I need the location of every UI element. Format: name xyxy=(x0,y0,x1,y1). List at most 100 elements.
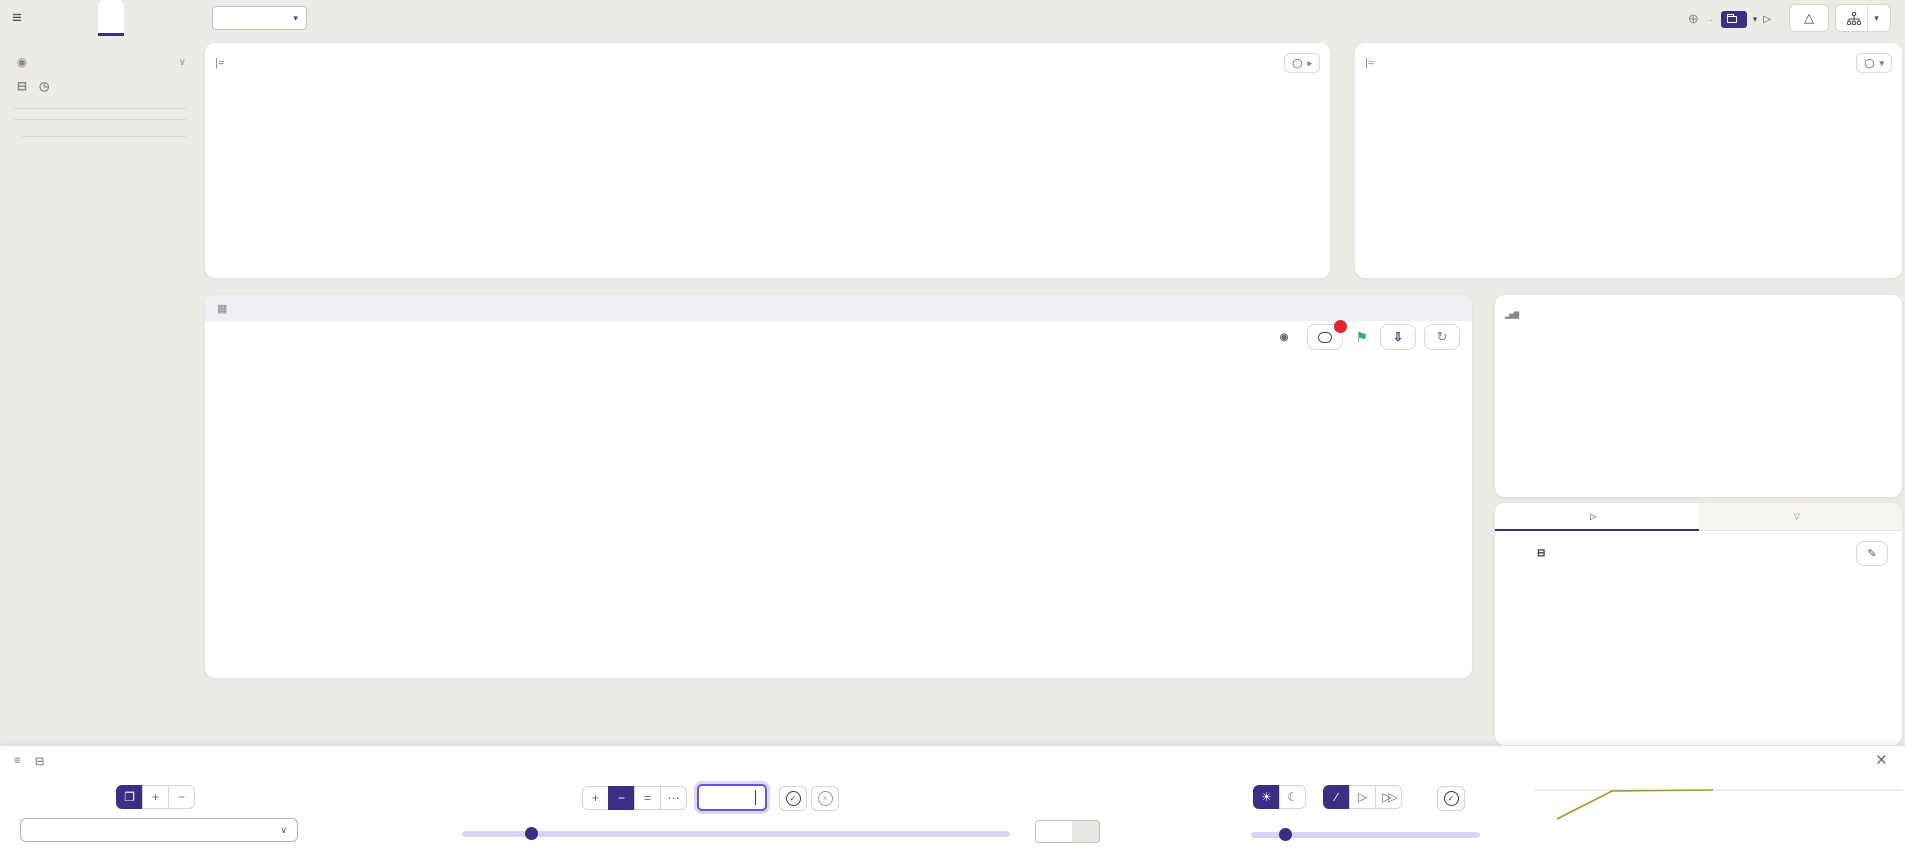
increase-button[interactable]: + xyxy=(142,785,169,809)
refresh-button[interactable]: ↻ xyxy=(1424,324,1460,350)
edit-history-button[interactable]: ✎ xyxy=(1856,541,1888,566)
yoy-chart-options-button[interactable]: ◯ ▾ xyxy=(1856,53,1892,73)
download-icon: ⇩ xyxy=(1393,330,1403,344)
line-chart-icon: |≈ xyxy=(1365,57,1374,69)
draw-playback-group: ∕ ▷ ▷▷ xyxy=(1323,785,1402,809)
sliders-icon: ≡ xyxy=(14,755,21,767)
override-value-input[interactable] xyxy=(699,786,765,809)
app-root: ≡ ▾ ⊕ → ▾ ▷ △ ▾ xyxy=(0,0,1905,852)
views-counter: ◉ xyxy=(1280,332,1294,343)
flag-icon[interactable]: ⚑ xyxy=(1355,329,1368,346)
yoy-chart-card: |≈ ◯ ▾ xyxy=(1355,43,1902,278)
adjustment-bar: ≡ ⊟ × ❐ + − ∨ + − = ⋯ ✓ × xyxy=(0,745,1905,852)
percent-slider[interactable] xyxy=(462,831,1010,837)
chevron-down-icon: ∨ xyxy=(179,57,186,68)
location-badge[interactable] xyxy=(1721,11,1747,28)
copy-button[interactable]: ❐ xyxy=(116,785,143,809)
add-operation-button[interactable]: + xyxy=(582,786,609,810)
play-icon: ▷ xyxy=(1358,790,1367,804)
yoy-chart[interactable] xyxy=(1365,75,1892,268)
comments-button[interactable] xyxy=(1307,324,1343,350)
history-date-range: ⊟ xyxy=(1537,548,1551,559)
percent-value-box[interactable] xyxy=(1035,820,1073,843)
play-button[interactable]: ▷ xyxy=(1349,785,1376,809)
subtract-operation-button[interactable]: − xyxy=(608,786,635,810)
percent-slider-handle[interactable] xyxy=(525,827,538,840)
hierarchy-caret-icon: ▾ xyxy=(1868,13,1885,24)
tab-top-location[interactable]: ▷ xyxy=(1495,503,1699,531)
location-caret-icon[interactable]: ▾ xyxy=(1753,14,1758,25)
bar-chart-icon: ▂▅▇ xyxy=(1505,311,1518,319)
moon-icon: ☾ xyxy=(1287,790,1298,804)
hamburger-menu-icon[interactable]: ≡ xyxy=(12,8,22,28)
profile-icon: ◉ xyxy=(14,55,30,69)
datetime-row: ⊟ ◷ xyxy=(0,74,200,98)
equals-operation-button[interactable]: = xyxy=(634,786,661,810)
copy-icon: ❐ xyxy=(124,790,135,804)
target-icon: ◉ xyxy=(1280,332,1289,343)
draw-button[interactable]: ∕ xyxy=(1323,785,1350,809)
top-location-card: ▷ ▽ ⊟ ✎ xyxy=(1495,503,1902,745)
from-dropdown[interactable]: ∨ xyxy=(20,818,298,842)
chevron-down-icon: ∨ xyxy=(280,825,287,836)
close-icon[interactable]: × xyxy=(1876,750,1887,772)
more-operations-button[interactable]: ⋯ xyxy=(660,786,687,810)
smooth-slider[interactable] xyxy=(1251,832,1480,838)
copy-mode-group: ❐ + − xyxy=(116,785,195,809)
decrease-button[interactable]: − xyxy=(168,785,195,809)
comparison-card: ▂▅▇ xyxy=(1495,295,1902,497)
triangle-alert-icon: △ xyxy=(1804,10,1814,26)
sitemap-icon xyxy=(1841,12,1867,25)
fast-forward-icon: ▷▷ xyxy=(1382,790,1394,804)
day-night-toggle: ☀ ☾ xyxy=(1253,785,1306,809)
comment-count-badge xyxy=(1334,320,1347,333)
comment-bubble-icon xyxy=(1318,332,1332,343)
comparison-chart[interactable] xyxy=(1505,327,1892,492)
sidebar: ◉ ∨ ⊟ ◷ xyxy=(0,36,200,852)
moon-button[interactable]: ☾ xyxy=(1279,785,1306,809)
play-icon: ▷ xyxy=(1590,512,1596,521)
linear-chart-options-button[interactable]: ◯ ▸ xyxy=(1284,53,1320,73)
tab-top-classification[interactable]: ▽ xyxy=(1699,503,1903,531)
tab-planning[interactable] xyxy=(98,0,124,36)
smooth-slider-handle[interactable] xyxy=(1279,828,1292,841)
units-dropdown[interactable]: ▾ xyxy=(212,6,307,30)
calendar-icon: ⊟ xyxy=(1537,548,1545,559)
tab-multi[interactable] xyxy=(124,0,150,36)
globe-icon[interactable]: ⊕ xyxy=(1688,11,1699,27)
table-stats-bar: ◉ ⚑ ⇩ ↻ xyxy=(205,321,1472,353)
calendar-icon: ⊟ xyxy=(14,79,30,93)
main-tabs xyxy=(98,0,176,36)
percent-suffix-box xyxy=(1072,820,1100,843)
location-expand-icon[interactable]: ▷ xyxy=(1763,14,1771,25)
hierarchy-button[interactable]: ▾ xyxy=(1835,4,1891,32)
x-circle-icon: × xyxy=(818,791,833,806)
calendar-icon: ⊟ xyxy=(35,754,45,768)
check-circle-icon: ✓ xyxy=(786,791,801,806)
alerts-button[interactable]: △ xyxy=(1789,4,1829,32)
triangle-down-icon: ▽ xyxy=(1794,512,1800,521)
confirm-draw-button[interactable]: ✓ xyxy=(1437,786,1465,811)
operation-group: + − = ⋯ xyxy=(582,786,687,810)
folder-icon xyxy=(1727,16,1737,23)
brush-icon: ∕ xyxy=(1335,790,1337,804)
pencil-icon: ✎ xyxy=(1867,547,1876,560)
tab-stats[interactable] xyxy=(150,0,176,36)
trend-sparkline xyxy=(1530,776,1905,831)
clock-icon: ◷ xyxy=(39,79,49,93)
override-value-inputwrap xyxy=(697,784,767,811)
export-button[interactable]: ⇩ xyxy=(1380,324,1416,350)
linear-chart-card: |≈ ◯ ▸ xyxy=(205,43,1330,278)
linear-chart[interactable] xyxy=(215,75,1320,268)
fast-forward-button[interactable]: ▷▷ xyxy=(1375,785,1402,809)
social-section-label xyxy=(0,130,200,145)
sun-button[interactable]: ☀ xyxy=(1253,785,1280,809)
apply-button[interactable]: ✓ xyxy=(779,786,807,811)
profile-row[interactable]: ◉ ∨ xyxy=(0,50,200,74)
cancel-button[interactable]: × xyxy=(811,786,839,811)
table-icon: ▦ xyxy=(217,302,227,315)
forecast-table-card: ▦ ◉ ⚑ ⇩ ↻ xyxy=(205,295,1472,678)
location-selector: ⊕ → ▾ ▷ xyxy=(1688,9,1771,28)
divider xyxy=(14,119,186,120)
arrow-right-icon: → xyxy=(1705,14,1715,25)
